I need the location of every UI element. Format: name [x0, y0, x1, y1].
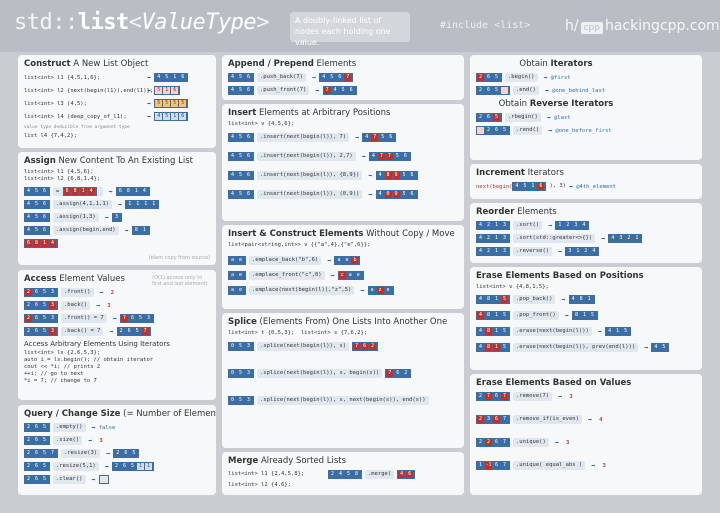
header: std::list<ValueType> A doubly-linked lis…	[0, 0, 720, 52]
emplace-panel: Insert & Construct Elements Without Copy…	[222, 225, 464, 309]
page-title: std::list<ValueType>	[14, 10, 269, 35]
brand-logo[interactable]: h/cpp hackingcpp.com	[565, 18, 720, 34]
access-panel: Access Element Values (O(1) access only …	[18, 270, 216, 400]
insert-panel: Insert Elements at Arbitrary Positions l…	[222, 104, 464, 221]
erase-val-panel: Erase Elements Based on Values 2 7 6 7 .remo…	[470, 374, 702, 495]
assign-panel: Assign New Content To An Existing List l…	[18, 152, 216, 265]
merge-panel: Merge Already Sorted Lists list<int> l1 …	[222, 452, 464, 495]
reorder-panel: Reorder Elements 4 2 1 3 .sort() ➡ 1 2 3 4 4 2 1 3 .s…	[470, 203, 702, 263]
append-panel: Append / Prepend Elements 4 5 6 .push_back(…	[222, 55, 464, 100]
include-directive: #include <list>	[440, 20, 531, 31]
construct-panel: Construct A New List Object list<int> l1…	[18, 55, 216, 148]
subtitle: A doubly-linked list of nodes each holdi…	[290, 12, 410, 47]
size-panel: Query / Change Size (= Number of Element…	[18, 405, 216, 495]
increment-panel: Increment Iterators next(begin(4 5 1 6), 3)…	[470, 164, 702, 199]
splice-panel: Splice (Elements From) One Lists Into An…	[222, 313, 464, 448]
erase-pos-panel: Erase Elements Based on Positions list<i…	[470, 267, 702, 370]
